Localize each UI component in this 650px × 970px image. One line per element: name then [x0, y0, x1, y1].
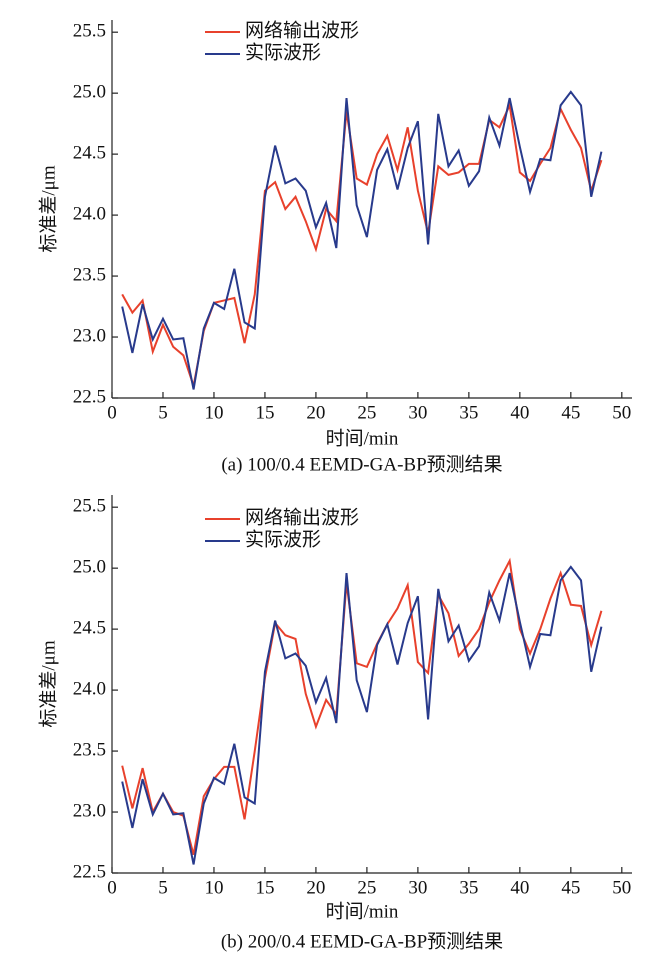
y-tick-label: 24.0	[73, 203, 106, 224]
x-tick-label: 25	[357, 402, 376, 423]
x-tick-label: 5	[158, 402, 168, 423]
y-tick-label: 24.0	[73, 678, 106, 699]
x-tick-label: 40	[510, 402, 529, 423]
x-tick-label: 20	[306, 877, 325, 898]
y-tick-label: 24.5	[73, 142, 106, 163]
x-tick-label: 25	[357, 877, 376, 898]
data-line	[121, 565, 603, 865]
x-tick-label: 45	[561, 877, 580, 898]
y-tick-label: 25.0	[73, 82, 106, 103]
x-tick-label: 5	[158, 877, 168, 898]
y-tick-label: 22.5	[73, 386, 106, 407]
legend-label: 实际波形	[245, 528, 321, 550]
x-tick-label: 50	[612, 877, 631, 898]
x-tick-label: 35	[459, 402, 478, 423]
x-tick-label: 0	[107, 877, 117, 898]
y-tick-label: 23.0	[73, 800, 106, 821]
legend-label: 网络输出波形	[245, 506, 359, 528]
y-tick-label: 23.5	[73, 739, 106, 760]
x-tick-label: 20	[306, 402, 325, 423]
y-axis-label: 标准差/μm	[37, 640, 59, 727]
y-tick-label: 25.5	[73, 496, 106, 517]
y-tick-label: 25.5	[73, 21, 106, 42]
data-line	[121, 101, 603, 390]
x-tick-label: 35	[459, 877, 478, 898]
x-tick-label: 10	[204, 877, 223, 898]
caption: (a) 100/0.4 EEMD-GA-BP预测结果	[221, 453, 502, 475]
x-axis-label: 时间/min	[326, 427, 399, 449]
y-tick-label: 24.5	[73, 617, 106, 638]
legend-label: 实际波形	[245, 41, 321, 63]
x-tick-label: 30	[408, 402, 427, 423]
y-tick-label: 23.5	[73, 264, 106, 285]
y-tick-label: 22.5	[73, 861, 106, 882]
data-line	[121, 557, 603, 855]
x-tick-label: 45	[561, 402, 580, 423]
x-tick-label: 40	[510, 877, 529, 898]
x-tick-label: 15	[255, 877, 274, 898]
data-line	[121, 90, 603, 390]
x-tick-label: 50	[612, 402, 631, 423]
legend-label: 网络输出波形	[245, 19, 359, 41]
x-tick-label: 0	[107, 402, 117, 423]
caption: (b) 200/0.4 EEMD-GA-BP预测结果	[221, 930, 503, 952]
y-tick-label: 25.0	[73, 557, 106, 578]
x-tick-label: 15	[255, 402, 274, 423]
x-axis-label: 时间/min	[326, 900, 399, 922]
y-tick-label: 23.0	[73, 325, 106, 346]
x-tick-label: 10	[204, 402, 223, 423]
x-tick-label: 30	[408, 877, 427, 898]
y-axis-label: 标准差/μm	[37, 165, 59, 252]
